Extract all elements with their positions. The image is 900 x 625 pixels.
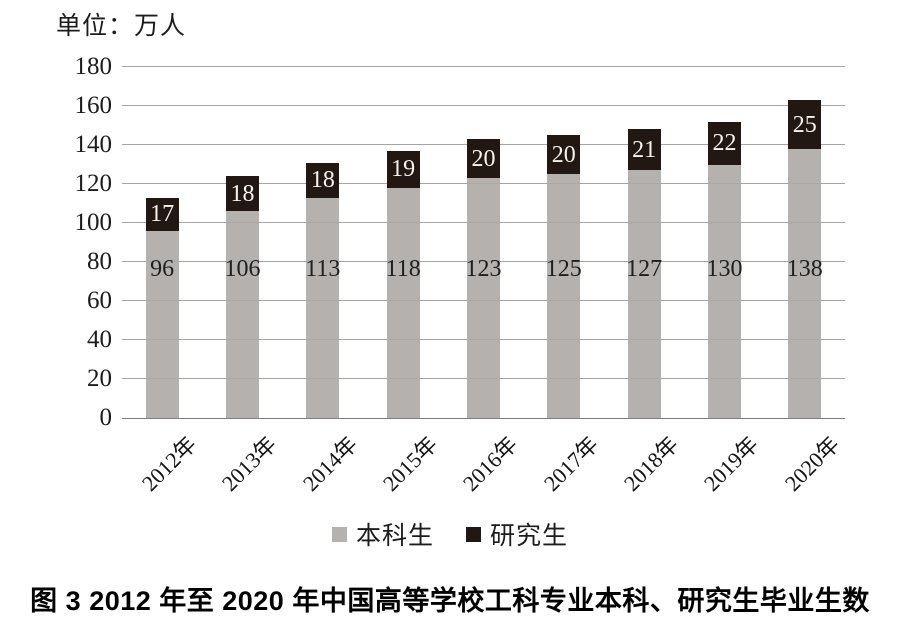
legend-swatch-icon — [466, 526, 481, 542]
legend-label: 研究生 — [490, 523, 569, 550]
bar-stack: 22 130 — [706, 121, 742, 418]
graduate-value-label: 20 — [551, 141, 576, 168]
y-tick-label: 0 — [99, 404, 113, 431]
legend-item: 本科生 — [331, 516, 434, 552]
bar-column: 20 125 2017年 — [524, 67, 604, 496]
legend-swatch-icon — [331, 526, 347, 542]
legend: 本科生 研究生 — [0, 516, 900, 552]
undergraduate-value-label: 130 — [706, 256, 743, 282]
x-tick-label: 2019年 — [699, 431, 764, 496]
y-tick-label: 120 — [74, 170, 113, 197]
bar-segment-undergraduate — [627, 170, 661, 418]
bar-column: 20 123 2016年 — [443, 67, 523, 496]
plot-area: 17 96 2012年 18 106 2013年 18 113 2014年 19 118 2015年 2… — [122, 66, 845, 496]
graduate-value-label: 25 — [792, 111, 817, 138]
bar-segment-graduate: 18 — [306, 162, 340, 198]
bar-stack: 17 96 — [145, 197, 179, 418]
bar-stack: 19 118 — [386, 150, 421, 418]
graduate-value-label: 19 — [391, 156, 416, 183]
bar-segment-graduate: 20 — [547, 135, 581, 175]
graduate-value-label: 18 — [230, 180, 255, 207]
bar-segment-graduate: 25 — [788, 100, 822, 149]
figure-caption: 图 3 2012 年至 2020 年中国高等学校工科专业本科、研究生毕业生数 — [30, 586, 870, 616]
graduate-value-label: 18 — [310, 167, 335, 194]
graduate-value-label: 22 — [712, 130, 737, 157]
graduate-value-label: 21 — [632, 136, 657, 163]
y-tick-label: 100 — [74, 209, 113, 236]
x-tick-label: 2017年 — [538, 431, 604, 496]
x-tick-label: 2018年 — [618, 431, 684, 496]
bar-segment-undergraduate — [306, 197, 340, 418]
undergraduate-value-label: 106 — [224, 256, 261, 282]
legend-label: 本科生 — [355, 523, 434, 550]
bar-stack: 20 123 — [465, 139, 501, 418]
graduate-value-label: 20 — [471, 145, 496, 172]
bar-column: 21 127 2018年 — [604, 67, 684, 496]
x-tick-label: 2016年 — [458, 431, 523, 496]
bar-segment-graduate: 19 — [386, 150, 420, 188]
bar-segment-undergraduate — [386, 187, 420, 418]
bar-stack: 18 106 — [224, 176, 260, 418]
bar-segment-undergraduate — [788, 148, 822, 418]
bar-columns: 17 96 2012年 18 106 2013年 18 113 2014年 19 118 2015年 2… — [122, 67, 845, 496]
y-axis-unit-label: 单位：万人 — [56, 13, 187, 40]
undergraduate-value-label: 138 — [786, 256, 823, 282]
graduate-value-label: 17 — [150, 201, 175, 228]
bar-column: 18 113 2014年 — [283, 67, 363, 496]
x-tick-label: 2015年 — [378, 431, 443, 496]
y-tick-label: 160 — [74, 92, 113, 119]
gridline — [122, 105, 845, 106]
bar-stack: 25 138 — [787, 100, 823, 418]
bar-segment-undergraduate — [547, 174, 581, 418]
undergraduate-value-label: 127 — [626, 256, 663, 282]
bar-segment-graduate: 17 — [145, 197, 179, 231]
bar-column: 17 96 2012年 — [122, 67, 202, 496]
bar-segment-undergraduate — [145, 230, 179, 418]
y-tick-label: 180 — [74, 53, 113, 80]
x-tick-label: 2012年 — [137, 431, 202, 496]
y-tick-label: 40 — [87, 326, 112, 353]
bar-segment-undergraduate — [225, 211, 259, 418]
bar-column: 22 130 2019年 — [684, 67, 764, 496]
bar-stack: 21 127 — [626, 129, 662, 418]
bar-column: 18 106 2013年 — [202, 67, 282, 496]
bar-stack: 20 125 — [546, 135, 582, 418]
x-tick-label: 2013年 — [217, 431, 282, 496]
legend-item: 研究生 — [466, 516, 568, 552]
bar-column: 25 138 2020年 — [765, 67, 845, 496]
y-tick-label: 20 — [87, 365, 112, 392]
gridline — [122, 66, 845, 67]
bar-segment-graduate: 20 — [466, 139, 500, 179]
undergraduate-value-label: 113 — [305, 256, 341, 282]
y-tick-label: 140 — [74, 131, 113, 158]
x-axis-line — [122, 418, 845, 419]
bar-column: 19 118 2015年 — [363, 67, 443, 496]
bar-segment-undergraduate — [466, 178, 500, 418]
bar-segment-graduate: 18 — [225, 176, 259, 212]
y-tick-label: 60 — [87, 287, 112, 314]
bar-segment-graduate: 21 — [627, 129, 661, 171]
bar-segment-undergraduate — [707, 164, 741, 418]
undergraduate-value-label: 125 — [545, 256, 582, 282]
x-tick-label: 2020年 — [779, 431, 845, 496]
y-tick-label: 80 — [87, 248, 112, 275]
bar-segment-graduate: 22 — [707, 121, 741, 165]
undergraduate-value-label: 123 — [465, 256, 502, 282]
x-tick-label: 2014年 — [297, 431, 363, 496]
bar-stack: 18 113 — [305, 162, 340, 418]
undergraduate-value-label: 96 — [150, 256, 175, 282]
y-axis-labels: 0 20 40 60 80 100 120 140 160 180 — [28, 53, 113, 431]
undergraduate-value-label: 118 — [385, 256, 421, 282]
